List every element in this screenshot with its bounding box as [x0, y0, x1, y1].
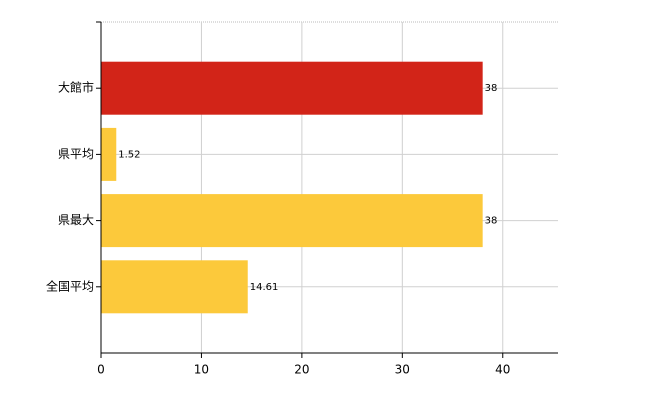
y-tick-label: 全国平均: [46, 278, 94, 293]
x-tick-label: 40: [495, 363, 510, 377]
x-tick-label: 0: [97, 363, 105, 377]
bar: [101, 61, 483, 115]
y-tick-label: 県平均: [58, 147, 94, 161]
bar: [101, 260, 248, 314]
bar: [101, 127, 117, 181]
data-label: 38: [485, 83, 498, 94]
x-tick-label: 10: [194, 363, 209, 377]
x-tick-label: 30: [395, 363, 410, 377]
y-tick-label: 大館市: [58, 80, 94, 95]
x-tick-label: 20: [294, 363, 309, 377]
data-label: 14.61: [250, 282, 279, 293]
bar: [101, 194, 483, 248]
data-label: 38: [485, 216, 498, 227]
y-tick-label: 県最大: [58, 213, 94, 227]
data-label: 1.52: [118, 149, 140, 160]
